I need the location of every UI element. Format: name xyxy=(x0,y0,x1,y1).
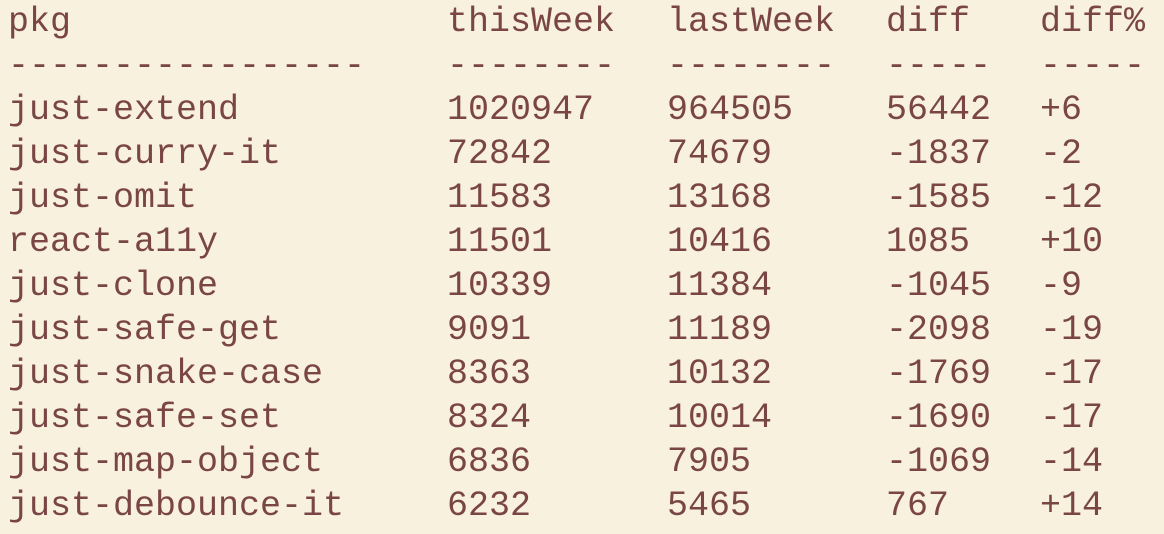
separator-last-week: -------- xyxy=(667,46,836,86)
cell-last-week: 10132 xyxy=(667,354,773,394)
cell-last-week: 7905 xyxy=(667,442,752,482)
cell-diff-percent: -17 xyxy=(1040,354,1104,394)
separator-this-week: -------- xyxy=(447,46,616,86)
header-diff-percent: diff% xyxy=(1040,2,1146,42)
header-pkg: pkg xyxy=(8,2,72,42)
cell-last-week: 964505 xyxy=(667,90,794,130)
cell-diff-percent: -19 xyxy=(1040,310,1104,350)
cell-diff: -1585 xyxy=(886,178,992,218)
header-last-week: lastWeek xyxy=(667,2,836,42)
cell-diff: -1690 xyxy=(886,398,992,438)
table-row: just-safe-get 9091 11189 -2098 -19 xyxy=(0,308,1164,352)
header-this-week: thisWeek xyxy=(447,2,616,42)
cell-pkg: just-map-object xyxy=(8,442,324,482)
cell-last-week: 11189 xyxy=(667,310,773,350)
cell-this-week: 6232 xyxy=(447,486,532,526)
cell-diff-percent: +14 xyxy=(1040,486,1104,526)
cell-diff: 767 xyxy=(886,486,950,526)
cell-this-week: 9091 xyxy=(447,310,532,350)
cell-pkg: just-safe-get xyxy=(8,310,282,350)
table-row: just-debounce-it 6232 5465 767 +14 xyxy=(0,484,1164,528)
cell-this-week: 8363 xyxy=(447,354,532,394)
cell-diff: -1045 xyxy=(886,266,992,306)
cell-pkg: just-omit xyxy=(8,178,198,218)
cell-diff: -1769 xyxy=(886,354,992,394)
cell-last-week: 13168 xyxy=(667,178,773,218)
table-row: just-extend 1020947 964505 56442 +6 xyxy=(0,88,1164,132)
cell-diff: 1085 xyxy=(886,222,971,262)
cell-this-week: 8324 xyxy=(447,398,532,438)
cell-diff-percent: -14 xyxy=(1040,442,1104,482)
cell-diff-percent: -2 xyxy=(1040,134,1083,174)
cell-this-week: 11583 xyxy=(447,178,553,218)
cell-diff: -2098 xyxy=(886,310,992,350)
cell-last-week: 5465 xyxy=(667,486,752,526)
cell-pkg: just-clone xyxy=(8,266,219,306)
cell-pkg: react-a11y xyxy=(8,222,219,262)
cell-this-week: 1020947 xyxy=(447,90,595,130)
cell-diff-percent: -17 xyxy=(1040,398,1104,438)
table-row: just-clone 10339 11384 -1045 -9 xyxy=(0,264,1164,308)
cell-this-week: 10339 xyxy=(447,266,553,306)
cell-this-week: 72842 xyxy=(447,134,553,174)
cell-diff-percent: -12 xyxy=(1040,178,1104,218)
cell-diff: -1837 xyxy=(886,134,992,174)
table-row: just-omit 11583 13168 -1585 -12 xyxy=(0,176,1164,220)
cell-pkg: just-debounce-it xyxy=(8,486,345,526)
cell-pkg: just-extend xyxy=(8,90,240,130)
table-row: just-safe-set 8324 10014 -1690 -17 xyxy=(0,396,1164,440)
cell-diff-percent: +10 xyxy=(1040,222,1104,262)
cell-pkg: just-curry-it xyxy=(8,134,282,174)
cell-diff-percent: +6 xyxy=(1040,90,1083,130)
header-diff: diff xyxy=(886,2,971,42)
cell-last-week: 74679 xyxy=(667,134,773,174)
table-row: just-map-object 6836 7905 -1069 -14 xyxy=(0,440,1164,484)
table-row: just-curry-it 72842 74679 -1837 -2 xyxy=(0,132,1164,176)
cell-last-week: 10416 xyxy=(667,222,773,262)
cell-this-week: 6836 xyxy=(447,442,532,482)
separator-pkg: ----------------- xyxy=(8,46,366,86)
cell-diff: -1069 xyxy=(886,442,992,482)
cell-pkg: just-safe-set xyxy=(8,398,282,438)
cell-last-week: 11384 xyxy=(667,266,773,306)
table-row: just-snake-case 8363 10132 -1769 -17 xyxy=(0,352,1164,396)
cell-this-week: 11501 xyxy=(447,222,553,262)
cell-diff-percent: -9 xyxy=(1040,266,1083,306)
table-header: pkg thisWeek lastWeek diff diff% xyxy=(0,0,1164,44)
table-separator: ----------------- -------- -------- ----… xyxy=(0,44,1164,88)
cell-pkg: just-snake-case xyxy=(8,354,324,394)
separator-diff: ----- xyxy=(886,46,992,86)
separator-diff-percent: ----- xyxy=(1040,46,1146,86)
cell-last-week: 10014 xyxy=(667,398,773,438)
table-row: react-a11y 11501 10416 1085 +10 xyxy=(0,220,1164,264)
cell-diff: 56442 xyxy=(886,90,992,130)
